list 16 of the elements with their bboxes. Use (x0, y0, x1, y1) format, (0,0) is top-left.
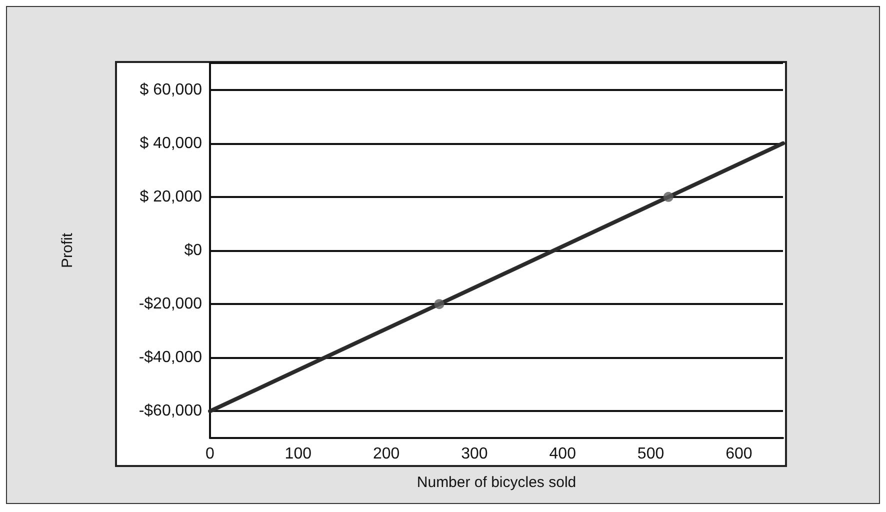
x-axis-title: Number of bicycles sold (416, 474, 576, 491)
x-tick-label: 0 (206, 446, 215, 462)
y-tick-label: -$40,000 (138, 349, 202, 366)
y-tick-label: $ 40,000 (140, 134, 202, 152)
y-tick-label: -$20,000 (138, 296, 202, 313)
y-tick-label: -$60,000 (138, 402, 202, 420)
y-tick-label: $ 60,000 (140, 81, 202, 98)
x-tick-label: 500 (637, 446, 664, 462)
x-tick-label: 400 (549, 446, 576, 462)
y-tick-label: $ 20,000 (140, 188, 202, 206)
y-axis-title: Profit (59, 232, 76, 268)
x-tick-label: 100 (284, 446, 312, 462)
y-tick-label: $0 (184, 242, 202, 259)
x-tick-label: 200 (372, 446, 400, 462)
x-tick-label: 300 (461, 446, 488, 462)
x-tick-label: 600 (726, 446, 752, 462)
